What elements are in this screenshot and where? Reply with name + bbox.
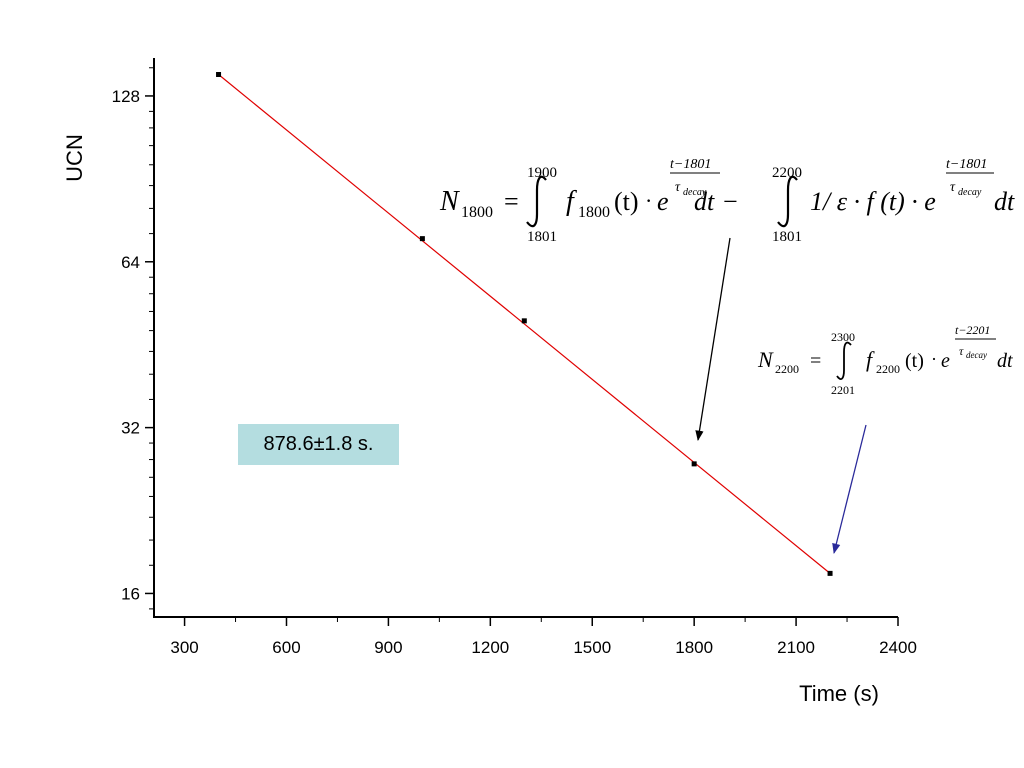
y-tick-label: 16 [121, 584, 140, 603]
eq1-f1: f [566, 186, 577, 217]
x-ticks: 300 600 900 1200 1500 1800 2100 2400 [170, 617, 917, 657]
y-axis-label: UCN [62, 134, 87, 182]
x-tick-label: 2400 [879, 638, 917, 657]
eq1-int1-lower: 1801 [527, 229, 557, 245]
eq1-exp2-den: τ [950, 180, 956, 195]
x-tick-label: 2100 [777, 638, 815, 657]
x-tick-label: 1800 [675, 638, 713, 657]
x-axis-label: Time (s) [799, 681, 879, 706]
x-tick-label: 1500 [573, 638, 611, 657]
eq2-exp-num: t−2201 [955, 323, 990, 337]
lifetime-result-box: 878.6±1.8 s. [238, 424, 399, 465]
eq2-lhs-sub: 2200 [775, 362, 799, 376]
data-point [827, 570, 833, 576]
data-point [216, 72, 222, 78]
series-layer [216, 72, 833, 576]
eq1-f1-arg: (t) [614, 187, 639, 216]
eq2-lhs: N [757, 347, 774, 372]
eq1-lhs-sub: 1800 [461, 204, 493, 221]
equation-n1800: N 1800 = 1900 1801 f 1800 (t) · e t−1801… [439, 157, 1015, 245]
eq1-dt: dt [694, 187, 715, 216]
eq1-exp2-num: t−1801 [946, 157, 987, 172]
eq1-int2-lower: 1801 [772, 229, 802, 245]
data-point [419, 236, 425, 242]
arrow-eq2 [832, 424, 867, 555]
eq1-dt-2: dt [994, 187, 1015, 216]
eq1-e-1: e [657, 187, 669, 216]
eq2-f: f [866, 347, 875, 372]
y-tick-label: 64 [121, 253, 140, 272]
fit-line [218, 74, 831, 574]
x-tick-label: 300 [170, 638, 198, 657]
eq1-exp1-num: t−1801 [670, 157, 711, 172]
y-minor-ticks [149, 67, 154, 610]
eq2-dot: · [931, 349, 937, 369]
eq1-lhs: N [439, 186, 460, 217]
eq1-exp1-den: τ [675, 180, 681, 195]
x-tick-label: 900 [374, 638, 402, 657]
lifetime-result-text: 878.6±1.8 s. [263, 433, 374, 455]
eq2-integral [836, 341, 852, 381]
eq1-f1-sub: 1800 [578, 204, 610, 221]
y-tick-label: 32 [121, 419, 140, 438]
eq1-int2-upper: 2200 [772, 165, 802, 181]
eq2-equals: = [810, 350, 821, 372]
y-tick-label: 128 [112, 87, 140, 106]
data-point [691, 461, 697, 467]
eq2-e: e [941, 350, 950, 372]
eq2-dt: dt [997, 350, 1013, 372]
x-tick-label: 1200 [471, 638, 509, 657]
eq2-exp-den-sub: decay [966, 350, 987, 360]
eq1-exp2-den-sub: decay [958, 187, 982, 198]
arrow-eq1 [695, 237, 731, 442]
eq1-term2: 1/ ε · f (t) · e [810, 187, 936, 216]
eq1-integral-1 [526, 175, 547, 228]
data-point [521, 318, 527, 324]
eq1-equals: = [504, 187, 519, 216]
eq2-int-lower: 2201 [831, 383, 855, 397]
eq2-f-sub: 2200 [876, 362, 900, 376]
eq2-exp-den: τ [959, 344, 964, 358]
x-tick-label: 600 [272, 638, 300, 657]
eq1-integral-2 [777, 175, 798, 228]
eq1-int1-upper: 1900 [527, 165, 557, 181]
eq1-minus: − [723, 187, 738, 216]
eq2-f-arg: (t) [905, 350, 924, 372]
equation-n2200: N 2200 = 2300 2201 f 2200 (t) · e t−2201… [757, 323, 1013, 397]
y-ticks: 16 32 64 128 [112, 87, 154, 603]
eq2-int-upper: 2300 [831, 330, 855, 344]
eq1-exp1-den-sub: decay [683, 187, 707, 198]
eq1-dot-1: · [645, 188, 652, 213]
